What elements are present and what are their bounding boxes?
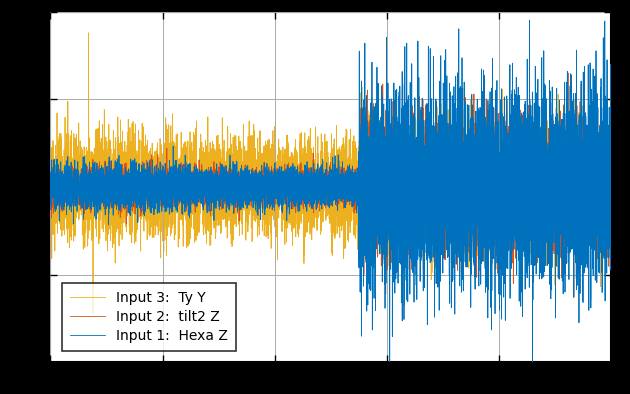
Input 3:  Ty Y: (1.96e+03, 0.0478): Ty Y: (1.96e+03, 0.0478) bbox=[157, 177, 164, 181]
Line: Input 2:  tilt2 Z: Input 2: tilt2 Z bbox=[50, 73, 611, 297]
Input 3:  Ty Y: (680, 0.88): Ty Y: (680, 0.88) bbox=[85, 30, 93, 35]
Input 1:  Hexa Z: (9.47e+03, 0.0482): Hexa Z: (9.47e+03, 0.0482) bbox=[578, 177, 585, 181]
Input 2:  tilt2 Z: (4.89e+03, 0.0377): tilt2 Z: (4.89e+03, 0.0377) bbox=[321, 178, 328, 183]
Input 3:  Ty Y: (0, -0.177): Ty Y: (0, -0.177) bbox=[47, 216, 54, 221]
Input 1:  Hexa Z: (1e+04, -0.0408): Hexa Z: (1e+04, -0.0408) bbox=[607, 192, 615, 197]
Input 1:  Hexa Z: (598, -0.064): Hexa Z: (598, -0.064) bbox=[80, 196, 88, 201]
Input 3:  Ty Y: (45, 0.143): Ty Y: (45, 0.143) bbox=[49, 160, 57, 165]
Input 3:  Ty Y: (598, 0.0451): Ty Y: (598, 0.0451) bbox=[80, 177, 88, 182]
Input 1:  Hexa Z: (8.6e+03, -1.08): Hexa Z: (8.6e+03, -1.08) bbox=[529, 375, 536, 379]
Input 1:  Hexa Z: (414, -0.0303): Hexa Z: (414, -0.0303) bbox=[70, 190, 77, 195]
Input 2:  tilt2 Z: (598, -0.032): tilt2 Z: (598, -0.032) bbox=[80, 190, 88, 195]
Input 3:  Ty Y: (760, -0.72): Ty Y: (760, -0.72) bbox=[89, 311, 97, 316]
Input 2:  tilt2 Z: (9.47e+03, -0.282): tilt2 Z: (9.47e+03, -0.282) bbox=[578, 234, 585, 239]
Input 3:  Ty Y: (414, -0.126): Ty Y: (414, -0.126) bbox=[70, 207, 77, 212]
Input 1:  Hexa Z: (4.89e+03, -0.0322): Hexa Z: (4.89e+03, -0.0322) bbox=[321, 190, 328, 195]
Input 3:  Ty Y: (1e+04, 0.232): Ty Y: (1e+04, 0.232) bbox=[607, 144, 615, 149]
Line: Input 1:  Hexa Z: Input 1: Hexa Z bbox=[50, 20, 611, 377]
Input 3:  Ty Y: (4.89e+03, 0.218): Ty Y: (4.89e+03, 0.218) bbox=[321, 147, 328, 151]
Input 2:  tilt2 Z: (0, 0.0486): tilt2 Z: (0, 0.0486) bbox=[47, 176, 54, 181]
Input 2:  tilt2 Z: (45, 0.0326): tilt2 Z: (45, 0.0326) bbox=[49, 179, 57, 184]
Input 1:  Hexa Z: (1.96e+03, 0.0128): Hexa Z: (1.96e+03, 0.0128) bbox=[156, 182, 164, 187]
Input 2:  tilt2 Z: (414, 0.0677): tilt2 Z: (414, 0.0677) bbox=[70, 173, 77, 178]
Input 3:  Ty Y: (9.47e+03, 0.0205): Ty Y: (9.47e+03, 0.0205) bbox=[578, 181, 585, 186]
Legend: Input 3:  Ty Y, Input 2:  tilt2 Z, Input 1:  Hexa Z: Input 3: Ty Y, Input 2: tilt2 Z, Input 1… bbox=[62, 283, 236, 351]
Input 1:  Hexa Z: (0, 0.0866): Hexa Z: (0, 0.0866) bbox=[47, 169, 54, 174]
Input 1:  Hexa Z: (8.55e+03, 0.953): Hexa Z: (8.55e+03, 0.953) bbox=[526, 18, 534, 22]
Input 1:  Hexa Z: (45, -0.0138): Hexa Z: (45, -0.0138) bbox=[49, 187, 57, 192]
Line: Input 3:  Ty Y: Input 3: Ty Y bbox=[50, 33, 611, 313]
Input 2:  tilt2 Z: (1.96e+03, 0.0167): tilt2 Z: (1.96e+03, 0.0167) bbox=[156, 182, 164, 187]
Input 2:  tilt2 Z: (9.34e+03, -0.628): tilt2 Z: (9.34e+03, -0.628) bbox=[570, 295, 578, 300]
Input 2:  tilt2 Z: (9.23e+03, 0.652): tilt2 Z: (9.23e+03, 0.652) bbox=[564, 71, 572, 75]
Input 2:  tilt2 Z: (1e+04, 0.0583): tilt2 Z: (1e+04, 0.0583) bbox=[607, 175, 615, 179]
